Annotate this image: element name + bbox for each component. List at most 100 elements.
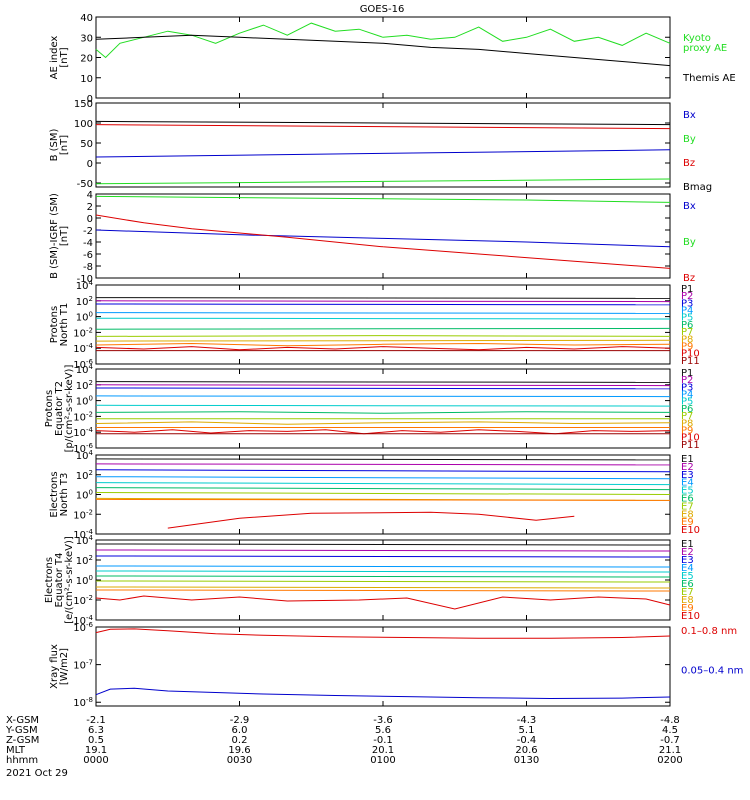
y-axis-label: [nT]	[59, 47, 70, 67]
series-line-E3	[95, 469, 671, 473]
legend-E2: E2	[681, 547, 694, 558]
y-tick-label: 0	[87, 214, 93, 225]
panel-frame	[95, 193, 671, 279]
y-axis-label: Protons	[44, 390, 55, 427]
legend-E10: E10	[681, 611, 700, 622]
y-tick-label: 0	[87, 159, 93, 170]
y-axis-label: [nT]	[59, 135, 70, 155]
y-tick-label: 10-2	[73, 594, 93, 607]
date-label: 2021 Oct 29	[6, 768, 68, 779]
legend-P5: P5	[681, 313, 693, 324]
legend-P8: P8	[681, 334, 693, 345]
series-line-E10	[167, 511, 575, 529]
axis-row-name: X-GSM	[6, 715, 39, 726]
chart-title: GOES-16	[360, 4, 405, 15]
legend-E5: E5	[681, 571, 694, 582]
panel-frame	[95, 626, 671, 707]
legend-P6: P6	[681, 404, 693, 415]
series-line-P5	[95, 317, 671, 320]
series-line-E3	[95, 555, 671, 558]
legend-P11: P11	[681, 440, 700, 451]
series-line-P3	[95, 387, 671, 390]
series-line-Bz	[95, 214, 671, 269]
axis-row-value: 20.1	[372, 745, 394, 756]
y-tick-label: -6	[83, 250, 93, 261]
legend-E8: E8	[681, 509, 694, 520]
y-axis-label: Equator T2	[54, 381, 65, 436]
y-tick-label: 10-2	[73, 410, 93, 423]
panel-2: -50 0 50 100 150 B (SM) [nT] Bx By Bz Bmag	[49, 99, 712, 193]
axis-row-value: 0030	[227, 755, 252, 766]
axis-row-value: 6.3	[88, 725, 104, 736]
series-line-E2	[95, 463, 671, 466]
series-line-By	[95, 178, 671, 185]
y-tick-label: 100	[76, 395, 93, 408]
axis-row-value: 19.6	[228, 745, 250, 756]
legend-E1: E1	[681, 454, 694, 465]
y-tick-label: 40	[80, 13, 93, 24]
series-line-P5	[95, 404, 671, 407]
legend-P7: P7	[681, 327, 693, 338]
panel-frame	[95, 284, 671, 365]
legend-P7: P7	[681, 411, 693, 422]
y-tick-label: -10	[77, 274, 93, 285]
y-tick-label: 0	[87, 94, 93, 105]
series-line-0.1-0.8 nm	[95, 628, 671, 639]
axis-row-value: -4.3	[517, 715, 537, 726]
series-line-E9	[95, 498, 671, 501]
y-axis-label: [nT]	[59, 226, 70, 246]
legend-By: By	[683, 134, 696, 145]
axis-row-value: 21.1	[659, 745, 681, 756]
legend-E3: E3	[681, 555, 694, 566]
axis-row-value: 6.0	[232, 725, 248, 736]
series-line-P4	[95, 312, 671, 314]
y-axis-label: [e/(cm²-s-sr-keV)]	[64, 536, 75, 624]
y-tick-label: 10-4	[73, 426, 93, 439]
series-line-E2	[95, 549, 671, 552]
series-line-Bx	[95, 149, 671, 158]
y-axis-label: B (SM)	[49, 128, 60, 161]
y-tick-label: 10-2	[73, 326, 93, 339]
y-axis-label: North T1	[59, 303, 70, 347]
series-line-P8	[95, 339, 671, 342]
legend-P8: P8	[681, 418, 693, 429]
y-tick-label: 2	[87, 202, 93, 213]
y-tick-label: 50	[80, 139, 93, 150]
series-line-P1	[95, 381, 671, 383]
axis-row-value: 5.1	[519, 725, 535, 736]
series-line-By	[95, 195, 671, 203]
y-tick-label: 102	[76, 295, 93, 308]
legend-E9: E9	[681, 603, 694, 614]
y-tick-label: 104	[76, 449, 94, 462]
axis-row-value: 0200	[657, 755, 682, 766]
legend-E4: E4	[681, 478, 694, 489]
y-tick-label: 10-4	[73, 342, 93, 355]
legend-By: By	[683, 237, 696, 248]
panel-frame	[95, 16, 671, 99]
legend-E6: E6	[681, 579, 694, 590]
axis-row-value: -0.1	[373, 735, 393, 746]
axis-row-value: -0.4	[517, 735, 537, 746]
y-axis-label: Protons	[49, 306, 60, 343]
axis-row-value: 5.6	[375, 725, 391, 736]
axis-row-value: -2.9	[230, 715, 250, 726]
axis-row-value: 4.5	[662, 725, 678, 736]
legend-E10: E10	[681, 525, 700, 536]
series-line-E1	[95, 543, 671, 546]
series-line-Themis AE	[95, 34, 671, 67]
series-line-E6	[95, 575, 671, 578]
series-line-Kyoto proxy AE	[95, 22, 671, 59]
series-line-E9	[95, 589, 671, 592]
series-line-E6	[95, 487, 671, 491]
series-line-P7	[95, 335, 671, 337]
axis-row-value: 19.1	[85, 745, 107, 756]
axis-row-value: -4.8	[660, 715, 680, 726]
y-tick-label: 100	[74, 119, 93, 130]
series-line-0.05-0.4 nm	[95, 687, 671, 700]
series-line-E10	[95, 595, 671, 610]
legend-P10: P10	[681, 433, 700, 444]
axis-row-name: Y-GSM	[5, 725, 38, 736]
